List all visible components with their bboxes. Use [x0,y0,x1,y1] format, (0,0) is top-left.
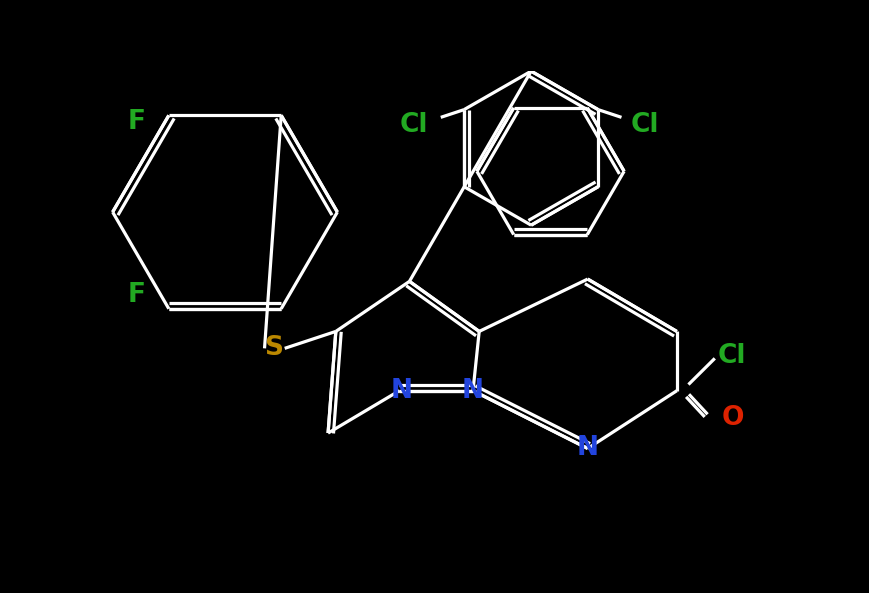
Text: Cl: Cl [717,343,746,369]
Text: F: F [127,109,145,135]
Text: Cl: Cl [630,112,658,138]
Text: N: N [461,378,483,404]
Text: Cl: Cl [399,112,428,138]
Text: O: O [720,404,743,431]
Text: S: S [264,336,283,361]
Text: F: F [127,282,145,308]
Text: N: N [390,378,412,404]
Text: N: N [576,435,598,461]
